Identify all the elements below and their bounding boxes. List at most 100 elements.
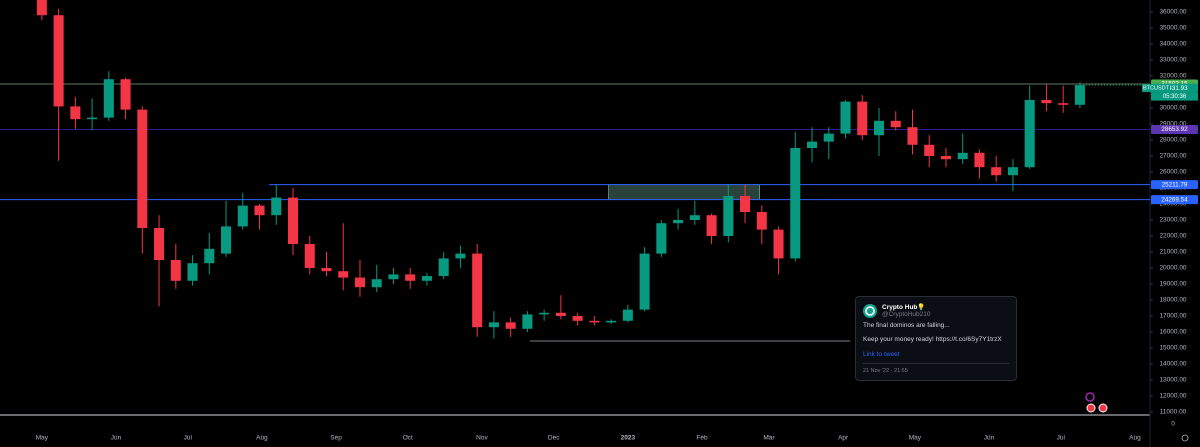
tweet-text: The final dominos are falling... (863, 322, 950, 329)
price-badge (1151, 180, 1198, 190)
candle-body (823, 133, 834, 142)
candle-body (304, 244, 315, 268)
candle-body (840, 101, 851, 134)
y-tick-label: 18000.00 (1159, 297, 1186, 304)
price-badge (1151, 195, 1198, 205)
plot (0, 0, 1150, 342)
x-tick-label: Sep (330, 435, 342, 442)
tweet-link[interactable]: Link to tweet (863, 351, 900, 358)
price-badge-label: 28653.92 (1161, 126, 1188, 133)
y-tick-label: 15000.00 (1159, 345, 1186, 352)
candle-body (974, 152, 985, 168)
candle-body (790, 148, 801, 259)
y-tick-label: 29000.00 (1159, 121, 1186, 128)
tweet-handle: @CryptoHub210 (882, 311, 931, 318)
x-tick-label: Jun (111, 435, 122, 442)
candle-body (924, 144, 935, 156)
y-tick-label: 19000.00 (1159, 281, 1186, 288)
y-tick-label: 20000.00 (1159, 265, 1186, 272)
y-tick-label: 17000.00 (1159, 313, 1186, 320)
x-tick-label: Mar (763, 435, 775, 442)
candle-body (673, 220, 684, 224)
tweet-card: Crypto Hub💡 @CryptoHub210 The final domi… (855, 296, 1017, 381)
y-tick-label: 11000.00 (1160, 409, 1187, 416)
y-tick-label: 13000.00 (1159, 377, 1186, 384)
candle-body (254, 205, 265, 216)
tweet-text: Keep your money ready! https://t.co/6Sy7… (863, 336, 1002, 343)
candle-body (857, 101, 868, 136)
candle-body (1041, 100, 1052, 104)
settings-icon[interactable] (1181, 434, 1189, 442)
candle-body (957, 152, 968, 160)
candle-body (53, 15, 64, 107)
candle-body (36, 0, 47, 16)
y-tick-label: 34000.00 (1159, 41, 1186, 48)
candle-body (572, 316, 583, 321)
candle-body (890, 120, 901, 128)
candle-body (589, 320, 600, 323)
candle-body (120, 79, 131, 110)
x-tick-label: Feb (696, 435, 708, 442)
candle-body (170, 260, 181, 281)
x-tick-label: Jul (1057, 435, 1066, 442)
candle-body (689, 215, 700, 220)
y-tick-label: 22000.00 (1159, 233, 1186, 240)
x-tick-label: 2023 (621, 435, 636, 442)
candle-body (1007, 167, 1018, 176)
avatar (863, 303, 877, 318)
y-tick-label: 28000.00 (1159, 137, 1186, 144)
candle-body (221, 226, 232, 254)
candle-body (740, 196, 751, 212)
symbol-label: BTCUSDT (1143, 86, 1170, 92)
candle-body (539, 312, 550, 315)
candle-body (606, 320, 617, 323)
candle-body (555, 312, 566, 316)
x-tick-label: Nov (476, 435, 488, 442)
candle-body (472, 253, 483, 328)
event-icon[interactable] (1086, 403, 1096, 413)
candle-body (656, 223, 667, 254)
candle-body (505, 322, 516, 329)
candle-body (287, 197, 299, 244)
candle-body (137, 109, 148, 228)
event-icon[interactable] (1085, 392, 1095, 402)
candle-body (522, 314, 533, 329)
countdown-badge (1151, 92, 1198, 101)
y-tick-label: 12000.00 (1159, 393, 1186, 400)
candle-body (907, 127, 918, 145)
tweet-date: 21 Nov '22 · 21:55 (863, 363, 1009, 374)
candle-body (70, 106, 81, 120)
candle-body (991, 167, 1002, 176)
candle-body (321, 268, 332, 272)
candle-body (807, 141, 818, 148)
candle-body (1058, 103, 1069, 105)
candle-body (639, 253, 650, 310)
x-tick-label: Aug (256, 435, 268, 442)
y-tick-label: 27000.00 (1159, 153, 1186, 160)
x-tick-label: Jun (984, 435, 995, 442)
y-tick-label: 30000.00 (1159, 105, 1186, 112)
y-tick-label: 21000.00 (1159, 249, 1186, 256)
volume-scale-label: 0 (1171, 421, 1175, 428)
y-tick-label: 16000.00 (1159, 329, 1186, 336)
candle-body (455, 253, 466, 259)
y-tick-label: 35000.00 (1159, 25, 1186, 32)
x-tick-label: Jul (184, 435, 193, 442)
y-tick-label: 14000.00 (1159, 361, 1186, 368)
candle-body (488, 322, 499, 328)
candle-body (237, 205, 248, 227)
zone (608, 184, 760, 200)
candle-body (940, 156, 951, 160)
candle-body (438, 258, 449, 276)
candle-body (405, 274, 416, 281)
x-tick-label: May (36, 435, 49, 442)
candle-body (371, 279, 382, 288)
x-tick-label: Aug (1129, 435, 1141, 442)
candle-body (271, 197, 282, 216)
candle-body (873, 120, 885, 136)
event-icon[interactable] (1098, 403, 1108, 413)
y-tick-label: 23000.00 (1159, 217, 1186, 224)
candle-body (354, 277, 365, 288)
